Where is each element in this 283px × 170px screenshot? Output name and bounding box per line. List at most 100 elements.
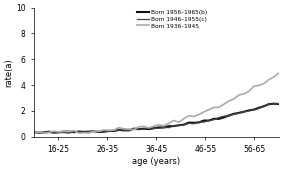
Born 1936–1945 — [212, 107, 216, 109]
Born 1936–1945 — [97, 130, 100, 132]
Born 1936–1945 — [162, 125, 166, 127]
Born 1946–1955(c) — [92, 130, 96, 132]
Born 1946–1955(c) — [67, 132, 70, 134]
Born 1956–1965(b) — [227, 114, 231, 116]
Born 1946–1955(c) — [217, 116, 220, 118]
Born 1956–1965(b) — [192, 122, 196, 124]
Born 1956–1965(b) — [262, 105, 265, 107]
Born 1956–1965(b) — [247, 109, 250, 112]
Born 1956–1965(b) — [107, 130, 111, 132]
Born 1946–1955(c) — [142, 128, 145, 130]
Born 1946–1955(c) — [132, 128, 136, 130]
Born 1936–1945 — [57, 131, 61, 133]
Born 1946–1955(c) — [232, 113, 235, 115]
Born 1946–1955(c) — [72, 131, 76, 133]
Born 1936–1945 — [202, 111, 205, 113]
Born 1936–1945 — [252, 85, 256, 87]
Born 1946–1955(c) — [62, 132, 66, 134]
Born 1946–1955(c) — [117, 129, 121, 131]
Born 1956–1965(b) — [117, 129, 121, 131]
Line: Born 1946–1955(c): Born 1946–1955(c) — [34, 104, 279, 133]
Born 1936–1945 — [112, 129, 115, 131]
Born 1956–1965(b) — [112, 130, 115, 132]
Born 1956–1965(b) — [167, 125, 171, 127]
Born 1956–1965(b) — [62, 131, 66, 133]
Born 1936–1945 — [77, 132, 81, 134]
Born 1936–1945 — [147, 127, 151, 129]
Born 1936–1945 — [142, 125, 145, 128]
Born 1956–1965(b) — [237, 112, 241, 114]
Born 1946–1955(c) — [152, 127, 156, 129]
Born 1946–1955(c) — [167, 127, 171, 129]
Born 1956–1965(b) — [267, 103, 271, 105]
Born 1946–1955(c) — [57, 131, 61, 133]
Born 1956–1965(b) — [212, 118, 216, 120]
Born 1946–1955(c) — [127, 130, 130, 132]
Born 1956–1965(b) — [207, 120, 211, 122]
X-axis label: age (years): age (years) — [132, 157, 181, 166]
Born 1946–1955(c) — [42, 132, 46, 134]
Born 1946–1955(c) — [227, 115, 231, 117]
Born 1946–1955(c) — [267, 103, 271, 105]
Born 1936–1945 — [222, 103, 226, 105]
Born 1956–1965(b) — [132, 128, 136, 130]
Born 1946–1955(c) — [212, 119, 216, 121]
Born 1936–1945 — [62, 130, 66, 132]
Born 1936–1945 — [117, 127, 121, 129]
Born 1946–1955(c) — [237, 112, 241, 114]
Born 1956–1965(b) — [127, 129, 130, 131]
Born 1936–1945 — [157, 124, 160, 126]
Born 1936–1945 — [47, 131, 51, 133]
Born 1956–1965(b) — [157, 126, 160, 128]
Born 1956–1965(b) — [97, 131, 100, 133]
Born 1946–1955(c) — [262, 105, 265, 107]
Line: Born 1936–1945: Born 1936–1945 — [34, 73, 279, 134]
Born 1946–1955(c) — [197, 121, 201, 123]
Y-axis label: rate(a): rate(a) — [4, 58, 13, 87]
Born 1956–1965(b) — [42, 131, 46, 133]
Born 1946–1955(c) — [257, 107, 261, 109]
Born 1956–1965(b) — [182, 124, 186, 126]
Born 1956–1965(b) — [222, 116, 226, 118]
Born 1936–1945 — [277, 72, 280, 74]
Born 1946–1955(c) — [207, 120, 211, 122]
Born 1936–1945 — [232, 98, 235, 100]
Born 1946–1955(c) — [37, 132, 40, 134]
Born 1936–1945 — [177, 121, 181, 123]
Born 1936–1945 — [82, 132, 85, 134]
Born 1936–1945 — [167, 122, 171, 124]
Born 1956–1965(b) — [77, 131, 81, 133]
Born 1946–1955(c) — [157, 127, 160, 129]
Born 1936–1945 — [122, 128, 126, 130]
Born 1936–1945 — [192, 116, 196, 118]
Born 1936–1945 — [132, 129, 136, 131]
Born 1946–1955(c) — [277, 103, 280, 105]
Born 1946–1955(c) — [147, 127, 151, 129]
Born 1936–1945 — [72, 130, 76, 132]
Born 1956–1965(b) — [82, 131, 85, 133]
Born 1936–1945 — [67, 130, 70, 132]
Born 1956–1965(b) — [217, 118, 220, 120]
Born 1936–1945 — [197, 114, 201, 116]
Born 1946–1955(c) — [162, 126, 166, 128]
Born 1946–1955(c) — [242, 111, 246, 113]
Born 1956–1965(b) — [142, 128, 145, 130]
Born 1936–1945 — [127, 128, 130, 130]
Born 1936–1945 — [267, 79, 271, 81]
Born 1946–1955(c) — [82, 131, 85, 133]
Born 1936–1945 — [257, 84, 261, 87]
Born 1956–1965(b) — [52, 131, 55, 133]
Born 1956–1965(b) — [87, 131, 91, 133]
Born 1956–1965(b) — [272, 103, 276, 105]
Born 1946–1955(c) — [112, 129, 115, 131]
Born 1956–1965(b) — [92, 130, 96, 132]
Born 1936–1945 — [107, 129, 111, 131]
Born 1936–1945 — [182, 118, 186, 120]
Born 1936–1945 — [102, 129, 106, 131]
Born 1946–1955(c) — [87, 131, 91, 133]
Born 1946–1955(c) — [182, 124, 186, 126]
Born 1946–1955(c) — [222, 115, 226, 117]
Born 1936–1945 — [52, 130, 55, 132]
Born 1946–1955(c) — [52, 132, 55, 134]
Born 1936–1945 — [137, 126, 141, 128]
